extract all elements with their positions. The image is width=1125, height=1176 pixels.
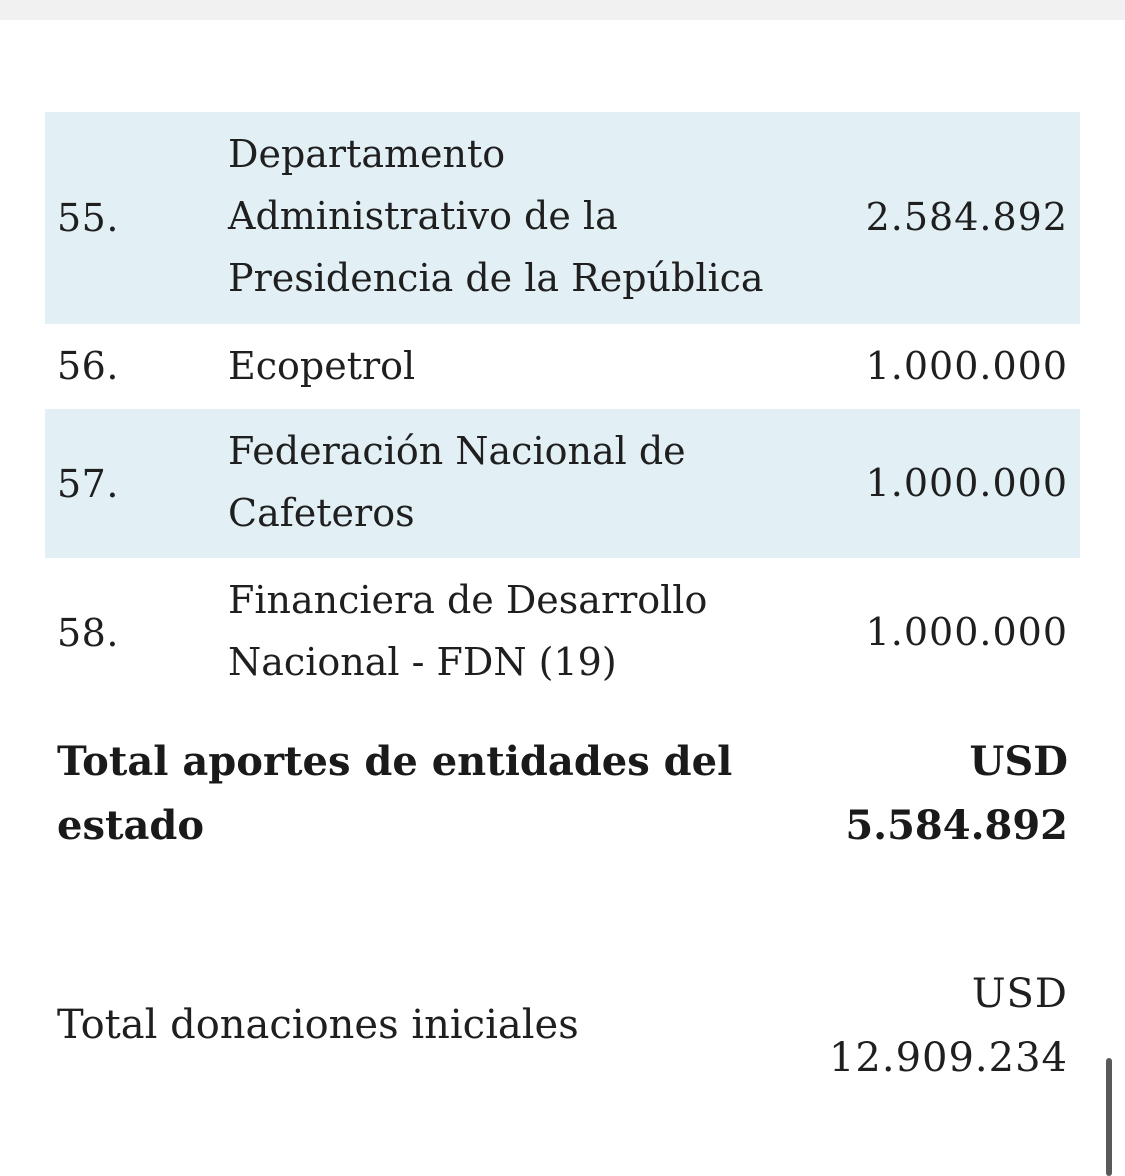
entity-name: Departamento Administrativo de la Presid… — [228, 123, 818, 309]
entity-name: Ecopetrol — [228, 335, 818, 397]
entity-name-line: Ecopetrol — [228, 344, 416, 388]
entity-name-line: Nacional - FDN (19) — [228, 640, 617, 684]
entity-name: Financiera de Desarrollo Nacional - FDN … — [228, 569, 818, 693]
entity-name-line: Cafeteros — [228, 491, 415, 535]
table-row: 56. Ecopetrol 1.000.000 — [45, 324, 1080, 409]
total-initial-value: USD 12.909.234 — [829, 962, 1068, 1090]
amount: 2.584.892 — [865, 195, 1068, 239]
total-state-label: Total aportes de entidades del estado — [57, 730, 777, 858]
entity-name-line: Departamento — [228, 132, 506, 176]
amount: 1.000.000 — [865, 461, 1068, 505]
total-state-contributions: Total aportes de entidades del estado US… — [57, 730, 1068, 860]
entity-name-line: Presidencia de la República — [228, 256, 764, 300]
total-state-label-line: estado — [57, 802, 205, 849]
row-number: 56. — [57, 344, 119, 388]
total-initial-amount: 12.909.234 — [828, 1035, 1068, 1081]
scrollbar[interactable] — [1106, 1058, 1112, 1176]
row-number: 55. — [57, 196, 119, 240]
total-initial-label: Total donaciones iniciales — [57, 1002, 579, 1048]
total-initial-currency: USD — [971, 971, 1068, 1017]
total-initial-donations: Total donaciones iniciales USD 12.909.23… — [57, 962, 1068, 1092]
row-number: 57. — [57, 462, 119, 506]
amount: 1.000.000 — [865, 610, 1068, 654]
amount: 1.000.000 — [865, 344, 1068, 388]
entity-name-line: Federación Nacional de — [228, 429, 686, 473]
table-row: 58. Financiera de Desarrollo Nacional - … — [45, 558, 1080, 707]
top-strip — [0, 0, 1125, 20]
total-state-currency: USD — [969, 738, 1068, 785]
row-number: 58. — [57, 611, 119, 655]
table-row: 57. Federación Nacional de Cafeteros 1.0… — [45, 409, 1080, 558]
total-state-value: USD 5.584.892 — [845, 730, 1068, 858]
table-row: 55. Departamento Administrativo de la Pr… — [45, 112, 1080, 324]
total-state-label-line: Total aportes de entidades del — [57, 738, 733, 785]
entity-name-line: Financiera de Desarrollo — [228, 578, 708, 622]
total-state-amount: 5.584.892 — [845, 802, 1068, 849]
entity-name-line: Administrativo de la — [228, 194, 618, 238]
entity-name: Federación Nacional de Cafeteros — [228, 420, 818, 544]
donations-table: 55. Departamento Administrativo de la Pr… — [45, 112, 1080, 707]
